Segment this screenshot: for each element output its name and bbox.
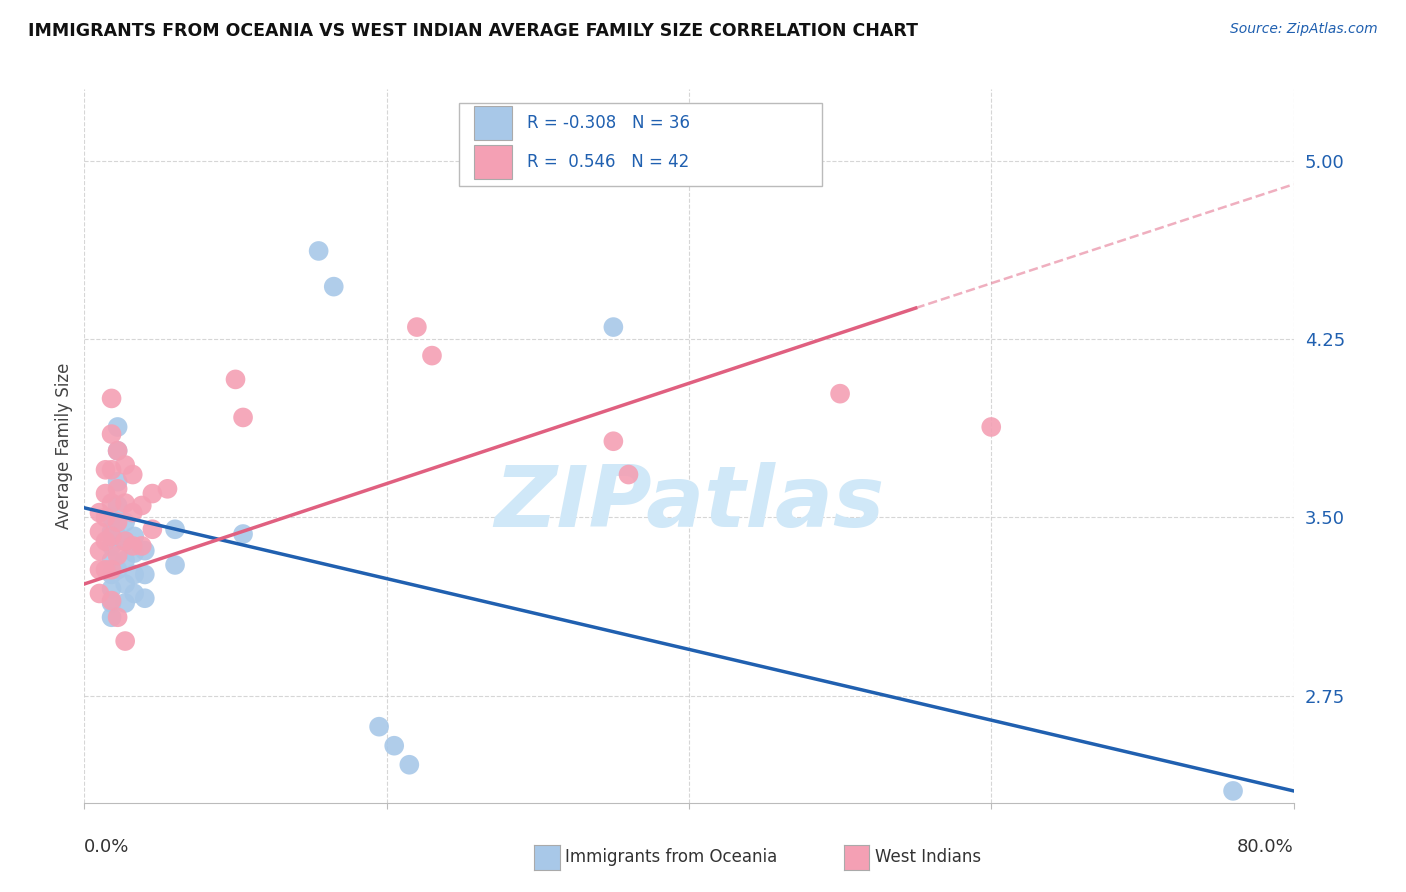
Point bbox=[100, 524, 122, 539]
Point bbox=[107, 499, 129, 513]
Point bbox=[141, 486, 163, 500]
Point bbox=[114, 534, 136, 549]
Point bbox=[322, 279, 344, 293]
Point bbox=[1222, 784, 1244, 798]
Point bbox=[232, 410, 254, 425]
Bar bbox=[474, 106, 512, 140]
Point bbox=[980, 420, 1002, 434]
Point bbox=[100, 596, 122, 610]
Point bbox=[107, 610, 129, 624]
Point bbox=[617, 467, 640, 482]
Point bbox=[100, 567, 122, 582]
Text: 0.0%: 0.0% bbox=[84, 838, 129, 856]
Point bbox=[107, 420, 129, 434]
Point bbox=[114, 553, 136, 567]
Point bbox=[134, 543, 156, 558]
Text: 80.0%: 80.0% bbox=[1237, 838, 1294, 856]
Point bbox=[94, 563, 117, 577]
Point bbox=[420, 349, 443, 363]
Point bbox=[163, 558, 186, 572]
Point bbox=[100, 427, 122, 442]
Point bbox=[114, 596, 136, 610]
Text: IMMIGRANTS FROM OCEANIA VS WEST INDIAN AVERAGE FAMILY SIZE CORRELATION CHART: IMMIGRANTS FROM OCEANIA VS WEST INDIAN A… bbox=[28, 22, 918, 40]
Point bbox=[368, 720, 391, 734]
Point bbox=[100, 463, 122, 477]
Point bbox=[94, 534, 117, 549]
Y-axis label: Average Family Size: Average Family Size bbox=[55, 363, 73, 529]
Point bbox=[107, 515, 129, 529]
Point bbox=[122, 546, 145, 560]
Point bbox=[131, 539, 153, 553]
Point bbox=[100, 392, 122, 406]
Point bbox=[141, 522, 163, 536]
Point bbox=[89, 586, 111, 600]
Point bbox=[100, 610, 122, 624]
Point bbox=[100, 582, 122, 596]
Bar bbox=[474, 145, 512, 179]
Point bbox=[122, 586, 145, 600]
Point bbox=[134, 567, 156, 582]
Text: R =  0.546   N = 42: R = 0.546 N = 42 bbox=[527, 153, 689, 171]
Point bbox=[107, 563, 129, 577]
Point bbox=[107, 549, 129, 563]
Point bbox=[94, 486, 117, 500]
Point bbox=[114, 534, 136, 549]
Point bbox=[225, 372, 247, 386]
Point bbox=[107, 475, 129, 489]
Point bbox=[89, 524, 111, 539]
Point bbox=[107, 482, 129, 496]
Point bbox=[122, 529, 145, 543]
Point bbox=[100, 496, 122, 510]
Point bbox=[114, 515, 136, 529]
Text: West Indians: West Indians bbox=[875, 848, 980, 866]
Text: ZIPatlas: ZIPatlas bbox=[494, 461, 884, 545]
Point bbox=[114, 458, 136, 472]
Point bbox=[232, 527, 254, 541]
Point bbox=[89, 543, 111, 558]
Point bbox=[122, 567, 145, 582]
Point bbox=[100, 553, 122, 567]
Point bbox=[121, 506, 143, 520]
Point bbox=[114, 577, 136, 591]
Point bbox=[114, 634, 136, 648]
Text: Immigrants from Oceania: Immigrants from Oceania bbox=[565, 848, 778, 866]
Point bbox=[114, 496, 136, 510]
Point bbox=[100, 593, 122, 607]
Point bbox=[89, 563, 111, 577]
Point bbox=[406, 320, 429, 334]
Text: Source: ZipAtlas.com: Source: ZipAtlas.com bbox=[1230, 22, 1378, 37]
Point bbox=[107, 443, 129, 458]
Point bbox=[602, 320, 624, 334]
Point bbox=[100, 563, 122, 577]
Point bbox=[100, 539, 122, 553]
Point bbox=[121, 539, 143, 553]
FancyBboxPatch shape bbox=[460, 103, 823, 186]
Point bbox=[121, 467, 143, 482]
Point bbox=[382, 739, 405, 753]
Point bbox=[131, 499, 153, 513]
Point bbox=[89, 506, 111, 520]
Point bbox=[398, 757, 420, 772]
Point bbox=[100, 529, 122, 543]
Text: R = -0.308   N = 36: R = -0.308 N = 36 bbox=[527, 114, 690, 132]
Point bbox=[156, 482, 179, 496]
Point bbox=[100, 510, 122, 524]
Point bbox=[308, 244, 330, 258]
Point bbox=[830, 386, 852, 401]
Point bbox=[107, 529, 129, 543]
Point bbox=[107, 443, 129, 458]
Point bbox=[602, 434, 624, 449]
Point bbox=[94, 463, 117, 477]
Point bbox=[134, 591, 156, 606]
Point bbox=[163, 522, 186, 536]
Point bbox=[94, 510, 117, 524]
